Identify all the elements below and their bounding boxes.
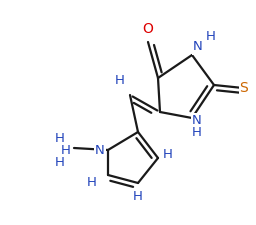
Text: O: O (143, 22, 153, 36)
Text: S: S (240, 81, 248, 95)
Text: N: N (192, 115, 202, 128)
Text: H: H (55, 131, 65, 144)
Text: H: H (87, 176, 97, 189)
Text: N: N (193, 40, 203, 54)
Text: H: H (163, 148, 173, 162)
Text: H: H (55, 155, 65, 169)
Text: H: H (206, 31, 216, 43)
Text: H: H (192, 126, 202, 140)
Text: H: H (115, 74, 125, 86)
Text: H: H (61, 144, 71, 157)
Text: N: N (95, 144, 105, 157)
Text: H: H (133, 189, 143, 202)
